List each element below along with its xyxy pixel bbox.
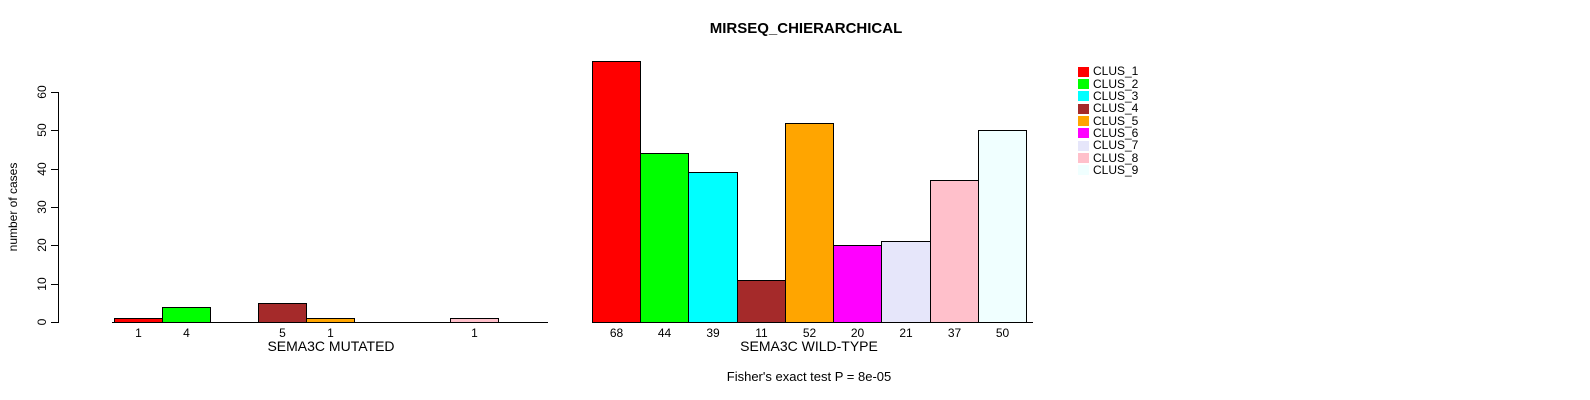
bar-CLUS_6-wildtype <box>833 245 882 323</box>
bar-value-label: 68 <box>609 326 624 340</box>
bar-CLUS_8-mutated <box>450 318 499 323</box>
y-axis-tick-label: 20 <box>35 238 49 252</box>
legend-label: CLUS_7 <box>1093 138 1139 152</box>
y-axis-tick <box>51 92 58 93</box>
y-axis-tick <box>51 284 58 285</box>
bar-value-label: 4 <box>183 326 190 340</box>
legend-label: CLUS_8 <box>1093 151 1139 165</box>
legend-swatch-CLUS_2 <box>1078 79 1089 89</box>
y-axis-tick-label: 60 <box>35 85 49 99</box>
bar-CLUS_7-wildtype <box>881 241 931 323</box>
legend-label: CLUS_9 <box>1093 163 1139 177</box>
y-axis-tick-label: 0 <box>35 318 49 326</box>
bar-CLUS_5-mutated <box>306 318 355 323</box>
bar-value-label: 5 <box>279 326 286 340</box>
bar-CLUS_1-wildtype <box>592 61 641 323</box>
x-axis-label-wildtype: SEMA3C WILD-TYPE <box>740 338 878 354</box>
legend-label: CLUS_3 <box>1093 89 1139 103</box>
legend-swatch-CLUS_6 <box>1078 128 1089 138</box>
x-axis-label-mutated: SEMA3C MUTATED <box>267 338 395 354</box>
y-axis-tick <box>51 130 58 131</box>
bar-CLUS_4-wildtype <box>737 280 786 323</box>
legend-label: CLUS_1 <box>1093 64 1139 78</box>
legend-swatch-CLUS_8 <box>1078 153 1089 163</box>
bar-value-label: 1 <box>471 326 478 340</box>
bar-value-label: 21 <box>899 326 913 340</box>
bar-value-label: 52 <box>802 326 817 340</box>
bar-CLUS_3-wildtype <box>688 172 738 323</box>
y-axis-tick-label: 10 <box>35 277 49 291</box>
bar-CLUS_4-mutated <box>258 303 307 323</box>
legend-swatch-CLUS_5 <box>1078 116 1089 126</box>
y-axis-tick <box>51 169 58 170</box>
bar-CLUS_2-wildtype <box>640 153 689 323</box>
bar-CLUS_9-wildtype <box>978 130 1027 323</box>
y-axis-line <box>58 92 59 323</box>
bar-CLUS_1-mutated <box>114 318 163 323</box>
bar-CLUS_5-wildtype <box>785 123 834 323</box>
bar-value-label: 11 <box>755 326 768 340</box>
y-axis-tick-label: 50 <box>35 123 49 137</box>
y-axis-tick-label: 40 <box>35 162 49 176</box>
bar-value-label: 44 <box>657 326 672 340</box>
bar-value-label: 1 <box>327 326 334 340</box>
legend-label: CLUS_2 <box>1093 77 1139 91</box>
bar-value-label: 20 <box>850 326 865 340</box>
bar-CLUS_2-mutated <box>162 307 211 323</box>
y-axis-tick <box>51 207 58 208</box>
y-axis-tick-label: 30 <box>35 200 49 214</box>
legend-swatch-CLUS_7 <box>1078 141 1089 151</box>
chart-title: MIRSEQ_CHIERARCHICAL <box>709 20 903 37</box>
legend-swatch-CLUS_9 <box>1078 165 1089 175</box>
legend-label: CLUS_4 <box>1093 101 1139 115</box>
bar-value-label: 50 <box>995 326 1010 340</box>
legend-swatch-CLUS_3 <box>1078 91 1089 101</box>
bar-value-label: 1 <box>135 326 142 340</box>
bar-value-label: 37 <box>947 326 962 340</box>
fisher-test-annotation: Fisher's exact test P = 8e-05 <box>726 369 892 384</box>
legend-label: CLUS_6 <box>1093 126 1139 140</box>
legend-label: CLUS_5 <box>1093 114 1139 128</box>
bar-value-label: 39 <box>706 326 720 340</box>
y-axis-tick <box>51 245 58 246</box>
legend-swatch-CLUS_1 <box>1078 67 1089 77</box>
bar-CLUS_8-wildtype <box>930 180 979 323</box>
y-axis-tick <box>51 322 58 323</box>
y-axis-label: number of cases <box>6 162 20 252</box>
legend-swatch-CLUS_4 <box>1078 104 1089 114</box>
